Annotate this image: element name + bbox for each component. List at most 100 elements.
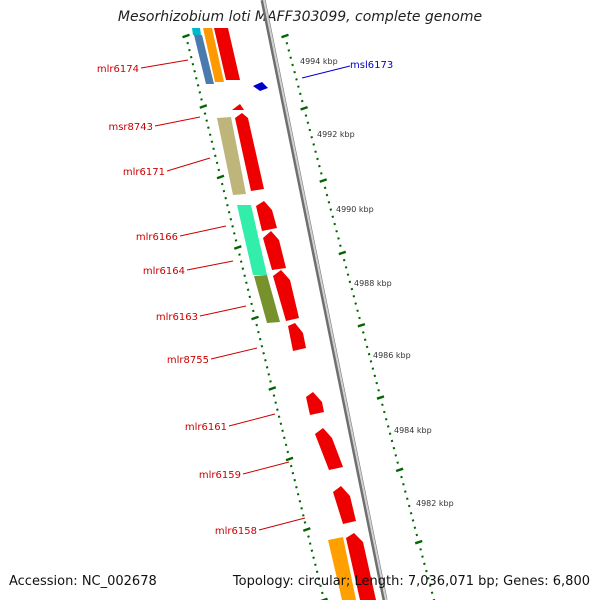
- minor-tick: [274, 401, 277, 404]
- minor-tick: [337, 237, 340, 240]
- minor-tick: [413, 526, 417, 529]
- map-title: Mesorhizobium loti MAFF303099, complete …: [117, 9, 483, 25]
- minor-tick: [320, 591, 324, 595]
- minor-tick: [234, 239, 238, 242]
- major-tick: [281, 33, 289, 39]
- minor-tick: [323, 186, 327, 190]
- minor-tick: [386, 425, 390, 428]
- outer-tick-line: [281, 33, 436, 600]
- minor-tick: [402, 483, 405, 486]
- major-tick: [319, 178, 328, 183]
- minor-tick: [191, 62, 195, 66]
- minor-tick: [390, 439, 394, 443]
- gene-arrow-red: [288, 323, 306, 351]
- minor-tick: [428, 584, 432, 587]
- minor-tick: [298, 500, 302, 503]
- minor-tick: [421, 555, 424, 558]
- minor-tick: [361, 331, 365, 334]
- minor-tick: [346, 273, 350, 276]
- scale-label: 4982 kbp: [416, 499, 454, 508]
- minor-tick: [291, 63, 294, 67]
- minor-tick: [407, 504, 411, 508]
- minor-tick: [279, 422, 283, 426]
- minor-tick: [198, 91, 202, 94]
- minor-tick: [250, 302, 253, 306]
- minor-tick: [310, 135, 314, 139]
- gene-label[interactable]: mlr6158: [215, 526, 257, 537]
- minor-tick: [296, 492, 300, 496]
- minor-tick: [308, 128, 312, 132]
- minor-tick: [425, 569, 428, 573]
- minor-tick: [303, 521, 307, 524]
- minor-tick: [233, 232, 236, 235]
- gene-block-olive: [254, 275, 280, 323]
- minor-tick: [224, 196, 228, 200]
- minor-tick: [265, 366, 269, 369]
- gene-arrow-red: [256, 201, 277, 231]
- minor-tick: [377, 389, 380, 392]
- major-tick: [285, 456, 294, 462]
- minor-tick: [312, 143, 316, 146]
- minor-tick: [231, 225, 234, 228]
- scale-label: 4986 kbp: [373, 351, 411, 360]
- gene-arrow-red: [333, 486, 356, 524]
- scale-label: 4994 kbp: [300, 57, 338, 66]
- major-tick: [199, 104, 208, 109]
- scale-labels: 4994 kbp 4992 kbp 4990 kbp 4988 kbp 4986…: [300, 57, 454, 508]
- minor-tick: [381, 403, 384, 407]
- major-tick: [357, 322, 366, 328]
- gene-label[interactable]: mlr6164: [143, 266, 185, 277]
- major-tick: [216, 174, 225, 180]
- minor-tick: [282, 436, 286, 440]
- minor-tick: [415, 533, 419, 537]
- minor-tick: [210, 140, 214, 144]
- minor-tick: [222, 189, 226, 193]
- topology-label: Topology: circular; Length: 7,036,071 bp…: [232, 574, 590, 589]
- minor-tick: [325, 193, 329, 197]
- minor-tick: [291, 471, 295, 475]
- gene-label[interactable]: mlr6174: [97, 64, 139, 75]
- minor-tick: [267, 373, 271, 376]
- accession-label: Accession: NC_002678: [9, 574, 157, 589]
- minor-tick: [342, 258, 346, 262]
- gene-block-mint: [237, 205, 267, 275]
- scale-label: 4992 kbp: [317, 130, 355, 139]
- minor-tick: [264, 359, 267, 362]
- gene-label[interactable]: mlr6159: [199, 470, 241, 481]
- gene-arrow-red: [235, 113, 264, 191]
- major-tick: [233, 245, 242, 250]
- minor-tick: [207, 126, 210, 129]
- gene-label[interactable]: msr8743: [108, 122, 153, 133]
- gene-label[interactable]: mlr6161: [185, 422, 227, 433]
- minor-tick: [245, 281, 248, 285]
- minor-tick: [320, 172, 323, 175]
- minor-tick: [367, 352, 371, 356]
- minor-tick: [344, 266, 348, 269]
- minor-tick: [295, 78, 298, 81]
- minor-tick: [327, 201, 331, 204]
- genome-backbone: [260, 0, 388, 600]
- major-tick: [376, 395, 385, 400]
- minor-tick: [317, 577, 321, 581]
- scale-label: 4988 kbp: [354, 279, 392, 288]
- minor-tick: [226, 203, 229, 207]
- gene-blocks: [192, 28, 376, 600]
- gene-label[interactable]: mlr8755: [167, 355, 209, 366]
- minor-tick: [314, 150, 317, 153]
- minor-tick: [423, 562, 426, 566]
- minor-tick: [306, 121, 310, 125]
- gene-label[interactable]: mlr6166: [136, 232, 178, 243]
- gene-label[interactable]: mlr6163: [156, 312, 198, 323]
- minor-tick: [316, 157, 319, 161]
- minor-tick: [405, 497, 409, 501]
- minor-tick: [300, 99, 304, 103]
- minor-tick: [262, 351, 265, 355]
- minor-tick: [339, 244, 342, 247]
- gene-block-tan: [217, 117, 246, 195]
- minor-tick: [212, 147, 215, 151]
- minor-tick: [373, 374, 377, 378]
- gene-label[interactable]: msl6173: [350, 60, 393, 71]
- minor-tick: [392, 446, 396, 450]
- gene-label[interactable]: mlr6171: [123, 167, 165, 178]
